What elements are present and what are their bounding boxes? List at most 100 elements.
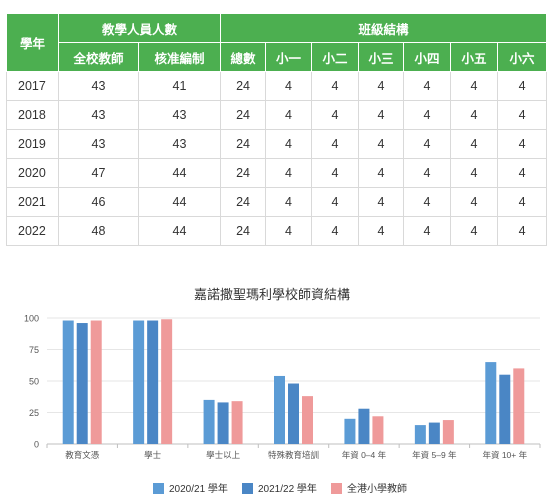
sub-header-cell: 小一 <box>265 42 313 72</box>
table-cell: 4 <box>358 216 405 246</box>
table-cell: 4 <box>497 158 548 188</box>
table-cell: 44 <box>137 216 222 246</box>
sub-header-row: 全校教師 核准編制 總數 小一 小二 小三 小四 小五 小六 <box>7 42 548 72</box>
table-cell: 43 <box>137 100 222 130</box>
x-tick-label: 特殊教育培訓 <box>268 450 319 460</box>
legend-swatch <box>153 483 164 494</box>
table-cell: 24 <box>220 158 267 188</box>
year-cell: 2017 <box>6 71 59 101</box>
table-cell: 4 <box>311 158 360 188</box>
bar <box>499 374 511 444</box>
sub-header-cell: 全校教師 <box>58 42 139 72</box>
sub-header-cell: 小五 <box>450 42 499 72</box>
bar <box>217 402 229 444</box>
year-cell: 2021 <box>6 187 59 217</box>
table-cell: 44 <box>137 187 222 217</box>
table-body: 2017 43 41 24 4 4 4 4 4 4 2018 43 43 24 4 4 4 4 4 4 2019 43 43… <box>6 71 548 246</box>
sub-header-cell: 總數 <box>220 42 267 72</box>
bar <box>231 401 243 444</box>
table-cell: 4 <box>497 71 548 101</box>
table-cell: 4 <box>403 100 452 130</box>
sub-header-cell: 核准編制 <box>137 42 222 72</box>
bar <box>428 422 440 444</box>
y-tick-label: 25 <box>29 408 39 418</box>
table-cell: 4 <box>450 71 499 101</box>
table-cell: 4 <box>497 187 548 217</box>
bar <box>62 320 74 444</box>
x-tick-label: 教育文憑 <box>65 450 100 460</box>
bar <box>442 420 454 444</box>
sub-header-cell: 小四 <box>403 42 452 72</box>
table-row: 2017 43 41 24 4 4 4 4 4 4 <box>6 71 548 101</box>
y-tick-label: 50 <box>29 377 39 387</box>
table-cell: 43 <box>137 129 222 159</box>
x-tick-label: 學士以上 <box>206 450 241 460</box>
table-cell: 4 <box>265 187 313 217</box>
x-tick-label: 年資 10+ 年 <box>482 450 527 460</box>
table-cell: 43 <box>58 100 139 130</box>
table-cell: 4 <box>311 129 360 159</box>
bar <box>358 408 370 444</box>
legend-swatch <box>242 483 253 494</box>
y-tick-label: 75 <box>29 345 39 355</box>
sub-header-cell: 小六 <box>497 42 548 72</box>
table-row: 2022 48 44 24 4 4 4 4 4 4 <box>6 216 548 246</box>
sub-header-cell: 小三 <box>358 42 405 72</box>
year-cell: 2018 <box>6 100 59 130</box>
table-cell: 4 <box>311 100 360 130</box>
bar <box>90 320 102 444</box>
table-cell: 43 <box>58 71 139 101</box>
year-cell: 2022 <box>6 216 59 246</box>
y-tick-label: 100 <box>24 314 39 324</box>
table-cell: 4 <box>358 158 405 188</box>
table-cell: 47 <box>58 158 139 188</box>
x-tick-label: 年資 0–4 年 <box>342 450 387 460</box>
table-cell: 4 <box>265 158 313 188</box>
sub-header-cell: 小二 <box>311 42 360 72</box>
bar <box>288 383 299 444</box>
table-cell: 4 <box>450 187 499 217</box>
table-cell: 43 <box>58 129 139 159</box>
legend-label: 全港小學教師 <box>347 482 407 495</box>
table-cell: 4 <box>450 216 499 246</box>
table-cell: 24 <box>220 71 267 101</box>
table-cell: 4 <box>265 129 313 159</box>
table-cell: 4 <box>358 129 405 159</box>
chart-legend: 2020/21 學年 2021/22 學年 全港小學教師 <box>153 482 407 495</box>
table-cell: 4 <box>403 216 452 246</box>
chart-grid <box>47 317 540 445</box>
table-cell: 4 <box>311 216 360 246</box>
bar <box>147 320 159 444</box>
x-tick-label: 學士 <box>144 450 162 460</box>
table-cell: 4 <box>403 158 452 188</box>
table-cell: 4 <box>450 158 499 188</box>
table-row: 2020 47 44 24 4 4 4 4 4 4 <box>6 158 548 188</box>
table-cell: 4 <box>497 100 548 130</box>
table-row: 2021 46 44 24 4 4 4 4 4 4 <box>6 187 548 217</box>
legend-label: 2021/22 學年 <box>258 482 317 495</box>
table-cell: 4 <box>311 71 360 101</box>
table-cell: 4 <box>403 187 452 217</box>
bar <box>302 396 313 444</box>
table-cell: 4 <box>265 100 313 130</box>
bar <box>203 399 215 444</box>
y-axis-ticks: 0 25 50 75 100 <box>24 314 39 450</box>
table-cell: 4 <box>450 129 499 159</box>
legend-swatch <box>331 483 342 494</box>
table-cell: 24 <box>220 129 267 159</box>
chart-bars <box>62 319 525 444</box>
table-cell: 44 <box>137 158 222 188</box>
bar <box>372 416 384 444</box>
table-row: 2019 43 43 24 4 4 4 4 4 4 <box>6 129 548 159</box>
table-cell: 24 <box>220 216 267 246</box>
teacher-qualification-chart: 嘉諾撒聖瑪利學校師資結構 0 25 50 75 100 教育文憑 學士 學士以上 特殊教育培訓… <box>24 287 541 495</box>
header-year: 學年 <box>6 13 59 72</box>
bar <box>274 375 285 444</box>
table-cell: 4 <box>358 100 405 130</box>
table-cell: 4 <box>311 187 360 217</box>
table-cell: 4 <box>403 129 452 159</box>
table-cell: 4 <box>265 71 313 101</box>
bar <box>76 323 88 444</box>
chart-title: 嘉諾撒聖瑪利學校師資結構 <box>194 287 350 302</box>
bar <box>161 319 173 444</box>
